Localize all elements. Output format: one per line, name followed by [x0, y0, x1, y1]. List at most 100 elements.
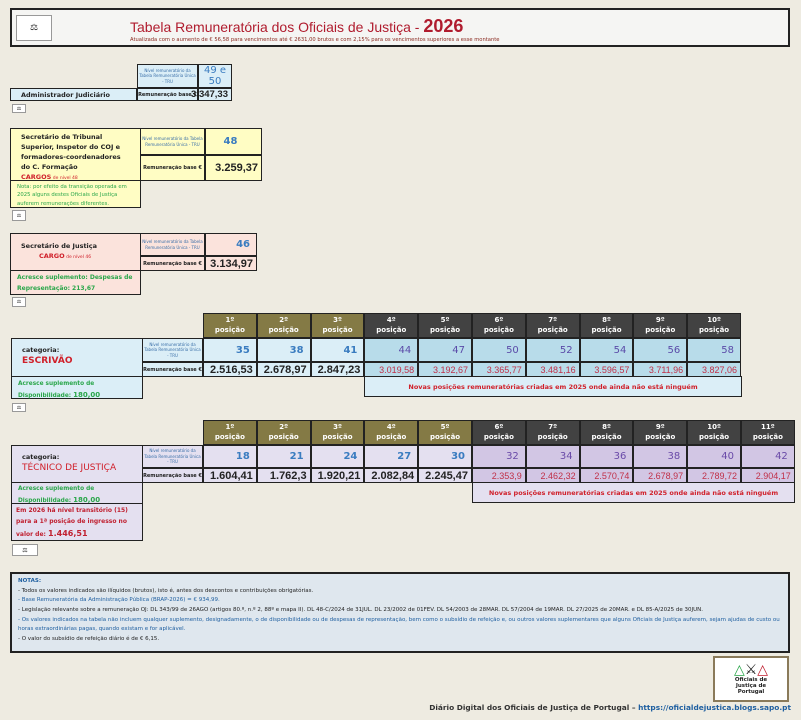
position-label: posição — [645, 432, 676, 441]
position-value: 1.604,41 — [203, 468, 257, 483]
note-item: - Base Remuneratória da Administração Pú… — [18, 597, 220, 604]
logo-small: ⚖ — [12, 104, 26, 113]
position-value: 2.353,9 — [472, 468, 526, 483]
position-header: 4º posição — [364, 313, 419, 338]
position-label: posição — [214, 432, 245, 441]
sword-scales-icon: △⚔△ — [733, 661, 769, 678]
position-label: posição — [376, 432, 407, 441]
position-number: 10º — [707, 423, 721, 432]
position-header: 10º posição — [687, 420, 741, 445]
position-level: 35 — [203, 338, 257, 362]
position-header: 10º posição — [687, 313, 741, 338]
admin-base-label: Remuneração base € — [137, 88, 198, 101]
position-number: 7º — [548, 423, 558, 432]
position-header: 11º posição — [741, 420, 795, 445]
footer-link[interactable]: https://oficialdejustica.blogs.sapo.pt — [638, 703, 791, 712]
position-value: 2.082,84 — [364, 468, 419, 483]
escrivao-base-label: Remuneração base € — [142, 362, 203, 377]
position-value: 2.678,97 — [256, 362, 311, 377]
notes-title: NOTAS: — [18, 578, 42, 584]
position-value: 2.904,17 — [741, 468, 795, 483]
tecnico-note: Acresce suplemento de Disponibilidade: 1… — [11, 482, 143, 504]
position-header: 4º posição — [364, 420, 419, 445]
position-level: 18 — [203, 445, 257, 468]
note-text: Acresce suplemento de Disponibilidade: — [18, 381, 95, 400]
escrivao-tru-label: Nível remuneratório da Tabela Remunerató… — [142, 338, 203, 362]
position-level: 50 — [472, 338, 526, 362]
position-number: 8º — [602, 423, 611, 432]
position-number: 5º — [440, 316, 450, 325]
tecnico-tru-label: Nível remuneratório da Tabela Remunerató… — [142, 445, 203, 468]
transit-text: Em 2026 há nível transitório (15) para a… — [16, 507, 128, 538]
position-label: posição — [214, 325, 245, 334]
logo-small: ⚖ — [12, 403, 26, 412]
logo-small: ⚖ — [12, 544, 38, 556]
transit-value: 1.446,51 — [48, 529, 88, 538]
tecnico-name-box: categoria: TÉCNICO DE JUSTIÇA — [11, 445, 143, 483]
position-label: posição — [699, 325, 730, 334]
position-level: 52 — [525, 338, 580, 362]
sj-tru-label: Nível remuneratório da Tabela Remunerató… — [140, 233, 205, 256]
admin-level: 49 e 50 — [198, 64, 232, 88]
position-level: 38 — [256, 338, 311, 362]
sts-level: 48 — [205, 128, 262, 155]
sj-level: 46 — [205, 233, 257, 256]
position-number: 9º — [655, 423, 665, 432]
position-header: 1º posição — [203, 420, 257, 445]
note-item: - Todos os valores indicados são ilíquid… — [18, 587, 314, 594]
position-number: 1º — [225, 316, 235, 325]
title-year: 2026 — [423, 16, 464, 36]
position-header: 7º posição — [525, 420, 580, 445]
tecnico-new-positions-note: Novas posições remuneratórias criadas em… — [472, 482, 795, 503]
position-header: 2º posição — [256, 420, 311, 445]
admin-tru-label: Nível remuneratório da Tabela Remunerató… — [137, 64, 198, 88]
position-number: 11º — [761, 423, 775, 432]
note-item: - Os valores indicados na tabela não inc… — [18, 616, 780, 633]
position-value: 2.462,32 — [525, 468, 580, 483]
position-number: 10º — [707, 316, 721, 325]
position-level: 24 — [310, 445, 365, 468]
position-value: 2.570,74 — [579, 468, 634, 483]
position-value: 3.192,67 — [418, 362, 472, 377]
brand-logo-text: Oficiais de Justiça de Portugal — [734, 676, 768, 696]
position-label: posição — [591, 432, 622, 441]
position-level: 30 — [418, 445, 472, 468]
position-label: posição — [699, 432, 730, 441]
escrivao-name-box: categoria: ESCRIVÃO — [11, 338, 143, 377]
header-box: ⚖ Tabela Remuneratória dos Oficiais de J… — [10, 8, 790, 47]
position-value: 3.827,06 — [687, 362, 741, 377]
position-label: posição — [268, 432, 299, 441]
position-number: 3º — [333, 423, 342, 432]
sts-name-box: Secretário de Tribunal Superior, Inspeto… — [10, 128, 141, 181]
sj-value: 3.134,97 — [205, 256, 257, 271]
sj-name-box: Secretário de Justiça CARGO de nível 46 — [10, 233, 141, 271]
notes-list: - Todos os valores indicados são ilíquid… — [18, 587, 782, 645]
brand-logo: △⚔△ Oficiais de Justiça de Portugal — [713, 656, 789, 702]
logo-small: ⚖ — [12, 210, 26, 221]
position-header: 9º posição — [633, 313, 688, 338]
categoria-label: categoria: — [22, 346, 60, 354]
position-label: posição — [483, 325, 514, 334]
sj-note: Acresce suplemento: Despesas de Represen… — [10, 270, 141, 295]
sts-note: Nota: por efeito da transição operada em… — [10, 180, 141, 208]
footer-text: Diário Digital dos Oficiais de Justiça d… — [429, 703, 639, 712]
sts-base-label: Remuneração base € — [140, 155, 205, 181]
tru-label: Nível remuneratório da Tabela Remunerató… — [139, 67, 196, 84]
sts-tru-label: Nível remuneratório da Tabela Remunerató… — [140, 128, 205, 155]
sts-cargo: CARGOS de nível 48 — [21, 172, 130, 183]
position-header: 5º posição — [418, 420, 472, 445]
position-level: 54 — [579, 338, 634, 362]
note-text: Acresce suplemento de Disponibilidade: — [18, 486, 95, 504]
position-number: 6º — [494, 423, 504, 432]
note-item: - Legislação relevante sobre a remuneraç… — [18, 606, 704, 613]
position-level: 27 — [364, 445, 419, 468]
position-number: 7º — [548, 316, 558, 325]
position-label: posição — [376, 325, 407, 334]
position-number: 2º — [279, 316, 289, 325]
position-value: 3.365,77 — [472, 362, 526, 377]
position-level: 40 — [687, 445, 741, 468]
logo-small: ⚖ — [12, 297, 26, 307]
note-value: 180,00 — [73, 391, 101, 400]
admin-name: Administrador Judiciário — [10, 88, 137, 101]
position-level: 47 — [418, 338, 472, 362]
